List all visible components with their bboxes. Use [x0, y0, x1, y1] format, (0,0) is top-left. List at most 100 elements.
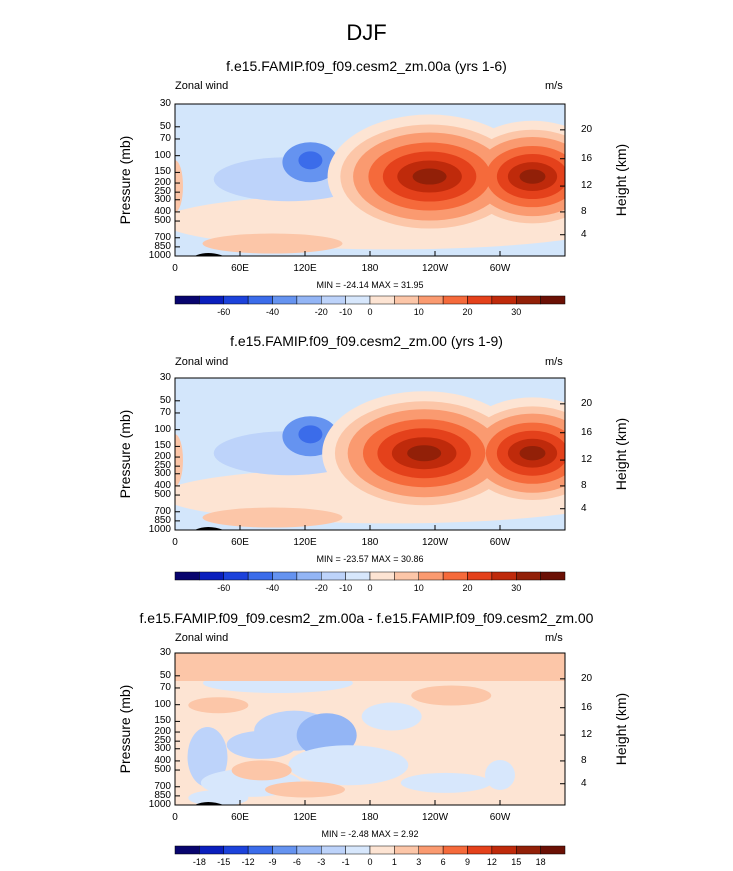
panel-3-height-tick-label: 20 [581, 672, 593, 684]
panel-2-height-tick-label: 12 [581, 454, 593, 466]
panel-1-ytick-label: 300 [154, 193, 171, 205]
panel-3-colorbar-tick: -3 [317, 857, 326, 867]
panel-2-xtick-label: 180 [361, 537, 379, 548]
panel-3-ylabel: Pressure (mb) [117, 684, 133, 774]
panel-3-colorbar-box [247, 845, 273, 855]
panel-3-xtick-label: 0 [172, 812, 178, 823]
panel-3-colorbar-box [442, 845, 468, 855]
panel-1-low-westerly [202, 233, 343, 254]
panel-3-colorbar-tick: -12 [241, 857, 255, 867]
panel-1-terrain [194, 253, 224, 256]
panel-1-ytick-label: 30 [159, 98, 171, 109]
panel-2-min-max: MIN = -23.57 MAX = 30.86 [316, 554, 424, 564]
panel-3-diff-patch-5 [187, 726, 228, 787]
panel-1-left-label: Zonal wind [175, 80, 229, 92]
panel-3-colorbar-tick: -9 [268, 857, 277, 867]
panel-1-easterly-max [298, 151, 323, 170]
panel-1-colorbar-tick: -60 [217, 307, 231, 317]
panel-3-xtick-label: 180 [361, 812, 379, 823]
panel-3-left-label: Zonal wind [175, 632, 229, 644]
panel-3-ytick-label: 150 [154, 715, 171, 727]
panel-3-colorbar-tick: -6 [292, 857, 301, 867]
panel-3-diff-patch-11 [188, 789, 249, 805]
panel-1-ytick-label: 150 [154, 166, 171, 178]
panel-3-colorbar-box [174, 845, 200, 855]
panel-3-diff-positive-2 [188, 697, 249, 714]
panel-3-colorbar-box [516, 845, 541, 855]
panel-3-diff-positive-4 [231, 760, 292, 781]
panel-2-ytick-label: 500 [154, 489, 171, 501]
panel-2-colorbar-tick: -40 [265, 583, 279, 593]
panel-3-ylabel-right: Height (km) [613, 692, 629, 766]
panel-1-min-max: MIN = -24.14 MAX = 31.95 [316, 280, 424, 290]
panel-3-diff-patch-8 [400, 772, 491, 793]
panel-1-ytick-label: 850 [154, 240, 171, 252]
panel-2-xtick-label: 0 [172, 537, 178, 548]
panel-1-colorbar-tick: -40 [265, 307, 279, 317]
panel-2-colorbar-box [540, 571, 566, 581]
panel-2-colorbar-tick: 20 [462, 583, 473, 593]
panel-1-height-tick-label: 12 [581, 180, 593, 192]
figure-title: DJF [346, 20, 387, 45]
panel-3-height-tick-label: 4 [581, 777, 587, 789]
panel-2-ytick-label: 250 [154, 460, 171, 472]
panel-2-ytick-label: 400 [154, 479, 171, 491]
panel-3-ytick-label: 300 [154, 742, 171, 754]
panel-2-colorbar-tick: -20 [314, 583, 328, 593]
panel-1-height-tick-label: 8 [581, 205, 587, 217]
panel-1-xtick-label: 60E [231, 263, 249, 274]
panel-1-xtick-label: 120E [293, 263, 317, 274]
panel-2-xtick-label: 60W [489, 537, 511, 548]
panel-3-ytick-label: 850 [154, 789, 171, 801]
panel-1-colorbar-tick: 10 [413, 307, 424, 317]
panel-2-left-edge-westerly [175, 434, 183, 487]
panel-1-xtick-label: 180 [361, 263, 379, 274]
panel-2-terrain [194, 527, 224, 530]
panel-3-colorbar-box [369, 845, 395, 855]
panel-3-colorbar-tick: -18 [192, 857, 206, 867]
panel-3-units-label: m/s [545, 632, 563, 644]
panel-3-colorbar-box [394, 845, 419, 855]
panel-3-diff-patch-10 [361, 702, 422, 731]
panel-3-title: f.e15.FAMIP.f09_f09.cesm2_zm.00a - f.e15… [139, 610, 594, 626]
panel-3-colorbar-box [296, 845, 322, 855]
panel-2-colorbar-tick: 30 [511, 583, 522, 593]
panel-3-height-tick-label: 12 [581, 729, 593, 741]
panel-1-ytick-label: 250 [154, 186, 171, 198]
panel-1-ytick-label: 400 [154, 205, 171, 217]
panel-2-ytick-label: 50 [159, 394, 171, 406]
panel-3-xtick-label: 120W [421, 812, 449, 823]
panel-2-left-label: Zonal wind [175, 356, 229, 368]
panel-3-colorbar-tick: 9 [464, 857, 470, 867]
panel-2-height-tick-label: 4 [581, 502, 587, 514]
panel-1-colorbar-tick: 30 [511, 307, 522, 317]
panel-1-title: f.e15.FAMIP.f09_f09.cesm2_zm.00a (yrs 1-… [226, 58, 507, 74]
panel-3-ytick-label: 250 [154, 735, 171, 747]
panel-3-diff-patch-9 [485, 759, 515, 790]
panel-1-xtick-label: 0 [172, 263, 178, 274]
panel-1-height-tick-label: 4 [581, 228, 587, 240]
panel-3-colorbar-tick: 6 [440, 857, 446, 867]
panel-2-height-tick-label: 20 [581, 397, 593, 409]
panel-1-xtick-label: 60W [489, 263, 511, 274]
panel-3-terrain [194, 802, 224, 805]
panel-3-ytick-label: 700 [154, 780, 171, 792]
panel-2-xtick-label: 120W [421, 537, 449, 548]
panel-3-ytick-label: 500 [154, 764, 171, 776]
panel-3-ytick-label: 200 [154, 726, 171, 738]
panel-2-colorbar-tick: 0 [367, 583, 373, 593]
panel-1-colorbar-tick: -10 [339, 307, 353, 317]
panel-1-height-tick-label: 20 [581, 123, 593, 135]
panel-2-ytick-label: 200 [154, 451, 171, 463]
panel-1-ytick-label: 70 [159, 132, 171, 144]
panel-1-jet-1-contour-7 [412, 168, 447, 185]
panel-2-title: f.e15.FAMIP.f09_f09.cesm2_zm.00 (yrs 1-9… [230, 333, 503, 349]
panel-3-colorbar-box [467, 845, 493, 855]
panel-3-colorbar-box [418, 845, 444, 855]
panel-3-ytick-label: 400 [154, 754, 171, 766]
panel-1-units-label: m/s [545, 80, 563, 92]
panel-1-left-edge-westerly [175, 160, 183, 213]
